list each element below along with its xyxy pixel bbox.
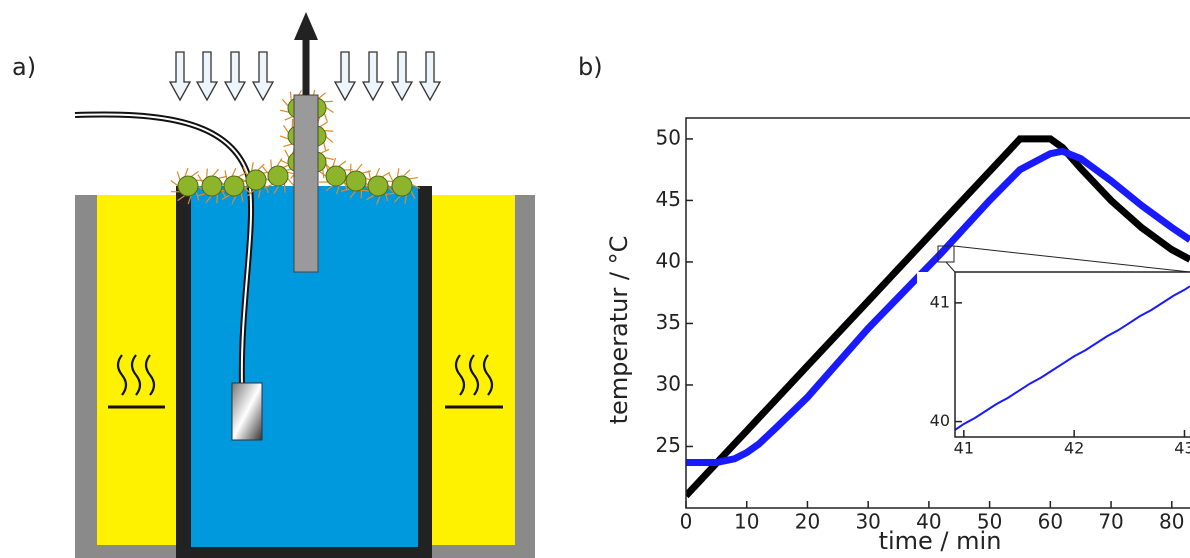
ligand — [356, 164, 362, 171]
ligand — [207, 169, 208, 178]
ligand — [280, 110, 289, 112]
ligand — [285, 150, 289, 158]
y-tick-label: 50 — [656, 125, 681, 149]
ligand — [284, 184, 285, 193]
x-tick-label: 0 — [680, 510, 693, 534]
rod — [294, 95, 318, 272]
ligand — [404, 170, 410, 176]
particle — [326, 166, 346, 186]
ligand — [339, 161, 346, 166]
chart: 01020304050607080253035404550time / mint… — [605, 118, 1190, 555]
y-tick-label: 45 — [656, 187, 681, 211]
x-tick-label: 43 — [1174, 439, 1190, 458]
particle — [368, 176, 388, 196]
particle — [224, 176, 244, 196]
y-tick-label: 40 — [656, 248, 681, 272]
y-axis-label: temperatur / °C — [605, 236, 633, 425]
panel-label: b) — [578, 53, 603, 81]
ligand — [191, 171, 198, 176]
diagram — [75, 12, 535, 558]
ligand — [171, 181, 178, 186]
x-tick-label: 42 — [1064, 439, 1084, 458]
ligand — [326, 137, 333, 143]
ligand — [324, 142, 326, 151]
x-tick-label: 70 — [1098, 510, 1123, 534]
ligand — [324, 131, 333, 132]
x-axis-label: time / min — [879, 527, 1002, 555]
y-tick-label: 25 — [656, 433, 681, 457]
air-arrow — [363, 52, 383, 100]
y-tick-label: 30 — [656, 371, 681, 395]
particle — [268, 166, 288, 186]
ligand — [319, 93, 326, 99]
ligand — [280, 136, 288, 139]
air-arrow — [197, 52, 217, 100]
zoom-connector — [954, 246, 1190, 272]
ligand — [225, 170, 227, 179]
particle — [178, 176, 198, 196]
air-arrow — [335, 52, 355, 100]
ligand — [389, 174, 393, 182]
air-arrow — [225, 52, 245, 100]
ligand — [382, 172, 390, 176]
ligand — [321, 149, 329, 153]
ligand — [324, 114, 327, 122]
ligand — [325, 158, 334, 160]
y-tick-label: 40 — [930, 411, 950, 430]
particle — [346, 171, 366, 191]
ligand — [198, 175, 203, 183]
zoom-connector — [946, 262, 955, 272]
ligand — [177, 171, 180, 180]
ligand — [213, 169, 219, 176]
particle — [202, 176, 222, 196]
ligand — [280, 160, 288, 164]
arrow-head — [294, 12, 318, 40]
ligand — [271, 160, 272, 169]
air-arrow — [170, 52, 190, 100]
ligand — [369, 171, 371, 180]
ligand — [217, 194, 218, 203]
ligand — [277, 158, 282, 166]
sensor — [232, 383, 262, 440]
ligand — [252, 162, 254, 171]
y-tick-label: 35 — [656, 310, 681, 334]
ligand — [376, 168, 380, 176]
panel-label: a) — [12, 53, 36, 81]
y-tick-label: 41 — [930, 292, 950, 311]
ligand — [326, 108, 333, 113]
ligand — [320, 122, 328, 127]
ligand — [323, 169, 324, 178]
ligand — [288, 178, 294, 185]
figure: a) b) 01020304050607080253035404550time … — [0, 0, 1190, 558]
air-arrow — [392, 52, 412, 100]
x-tick-label: 20 — [795, 510, 820, 534]
air-arrow — [253, 52, 273, 100]
ligand — [282, 99, 288, 106]
ligand — [409, 178, 418, 179]
ligand — [232, 168, 236, 176]
x-tick-label: 30 — [855, 510, 880, 534]
ligand — [185, 168, 188, 176]
ligand — [397, 168, 398, 177]
x-tick-label: 41 — [954, 439, 974, 458]
ligand — [290, 92, 291, 101]
x-tick-label: 80 — [1159, 510, 1184, 534]
ligand — [285, 117, 293, 120]
air-arrow — [420, 52, 440, 100]
ligand — [283, 125, 288, 132]
particle — [392, 176, 412, 196]
ligand — [283, 144, 292, 147]
x-tick-label: 60 — [1038, 510, 1063, 534]
x-tick-label: 10 — [734, 510, 759, 534]
particle — [246, 170, 266, 190]
